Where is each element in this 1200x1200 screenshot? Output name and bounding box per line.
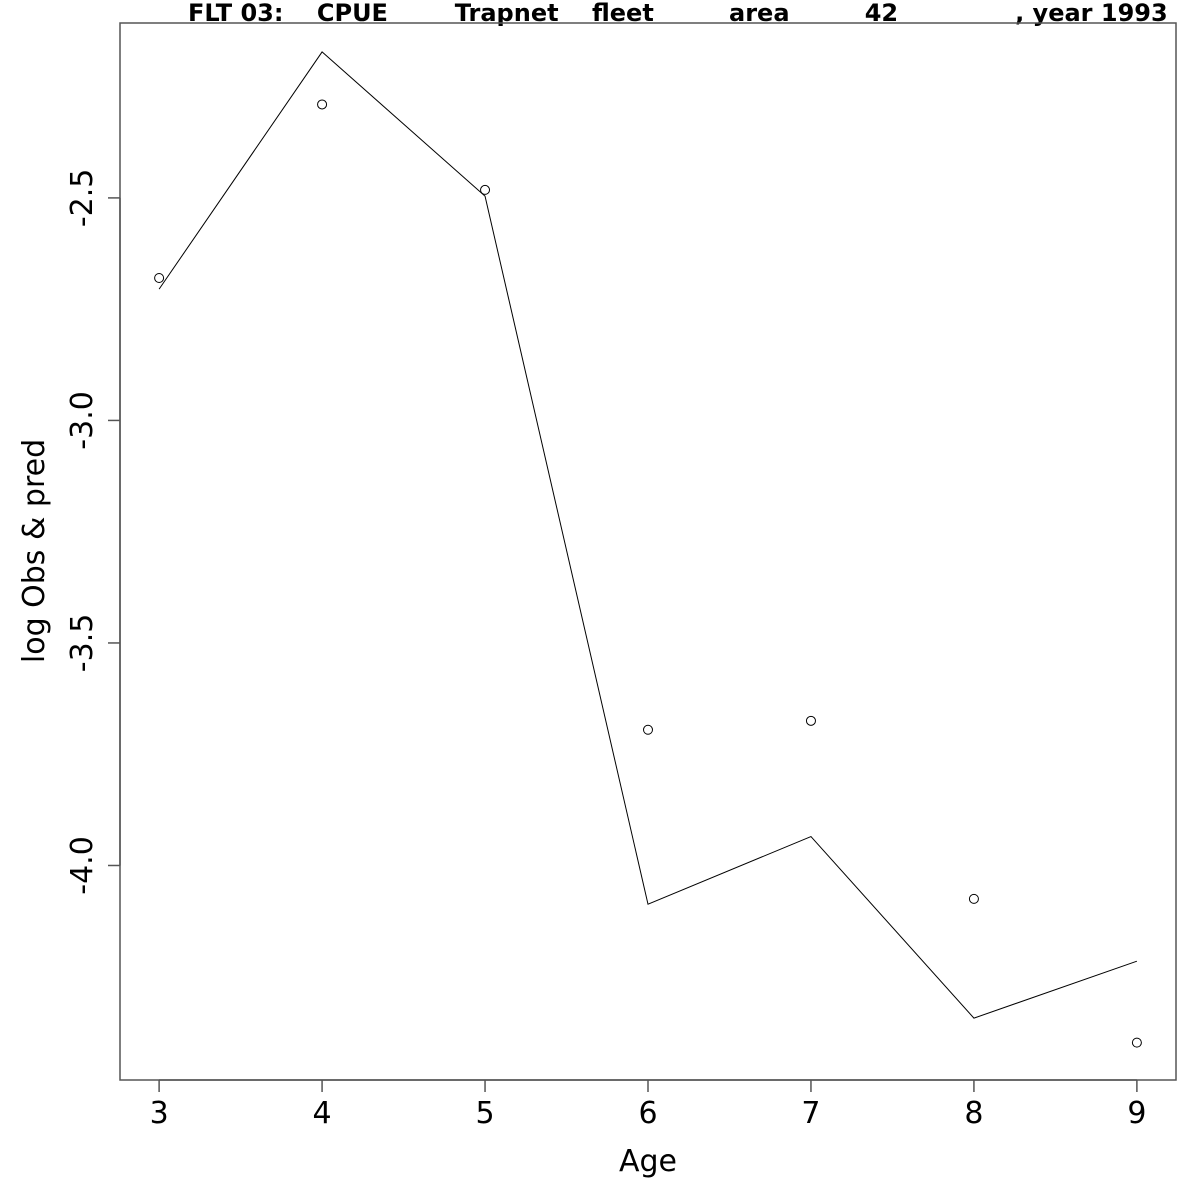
x-tick-label: 6 (638, 1096, 657, 1131)
series-layer (154, 51, 1142, 1048)
y-tick-label: -3.0 (65, 391, 100, 450)
observed-point (480, 184, 491, 195)
y-tick-label: -3.5 (65, 614, 100, 673)
x-tick-label: 9 (1127, 1096, 1146, 1131)
x-tick-label: 8 (964, 1096, 983, 1131)
observed-point (643, 724, 653, 735)
observed-point (1131, 1037, 1142, 1048)
observed-point (805, 715, 816, 726)
plot-frame (119, 22, 1177, 1081)
x-axis-title: Age (619, 1144, 677, 1179)
x-axis: 3 4 5 6 7 8 9 (150, 1079, 1146, 1131)
y-tick-label: -2.5 (65, 169, 100, 228)
x-tick-label: 7 (801, 1096, 820, 1131)
x-tick-label: 3 (150, 1096, 169, 1131)
observed-point (154, 273, 165, 284)
y-axis: -2.5 -3.0 -3.5 -4.0 (65, 169, 121, 895)
y-tick-label: -4.0 (65, 836, 100, 895)
observed-point (317, 99, 328, 110)
x-tick-label: 4 (313, 1096, 332, 1131)
observed-point (968, 893, 979, 904)
y-axis-title: log Obs & pred (17, 439, 52, 663)
predicted-line (158, 51, 1138, 1019)
x-tick-label: 5 (475, 1096, 494, 1131)
